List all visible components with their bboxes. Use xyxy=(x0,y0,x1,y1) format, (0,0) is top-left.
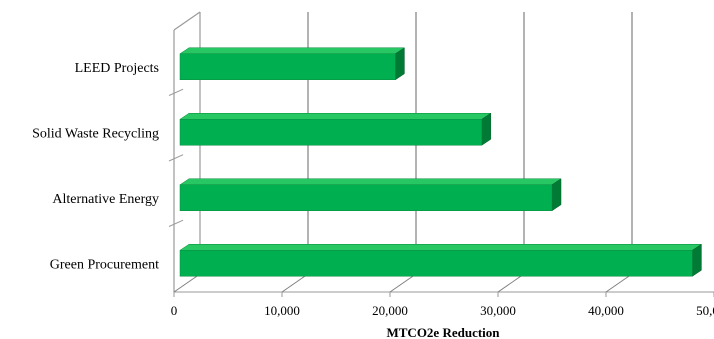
x-tick-label: 20,000 xyxy=(372,303,408,318)
wall-top-edge xyxy=(173,11,201,31)
bar-side-face xyxy=(692,243,702,277)
category-tick xyxy=(168,88,184,96)
x-tick-label: 0 xyxy=(171,303,178,318)
bar-front-face xyxy=(179,53,396,80)
bar-side-face xyxy=(551,178,562,212)
bar xyxy=(179,47,406,81)
floor-gridline xyxy=(389,273,417,293)
category-label: LEED Projects xyxy=(75,61,159,76)
category-tick xyxy=(168,154,184,162)
bar-top-face xyxy=(179,244,703,251)
bar xyxy=(179,178,562,212)
x-tick-label: 10,000 xyxy=(264,303,300,318)
category-labels: LEED Projects Solid Waste Recycling Altern… xyxy=(32,61,159,273)
bar-front-face xyxy=(179,119,483,146)
bar-side-face xyxy=(395,47,405,81)
category-label: Solid Waste Recycling xyxy=(32,126,159,141)
bar-front-face xyxy=(179,184,553,211)
bar-side-face xyxy=(481,112,492,146)
category-label: Alternative Energy xyxy=(52,192,159,207)
category-label: Green Procurement xyxy=(50,257,159,272)
x-tick-label: 50,000 xyxy=(696,303,714,318)
bar-top-face xyxy=(179,47,406,54)
floor-gridline xyxy=(173,273,201,293)
category-tick xyxy=(168,219,184,227)
bar xyxy=(179,243,703,277)
bar-top-face xyxy=(179,178,562,185)
x-axis-title: MTCO2e Reduction xyxy=(386,325,500,339)
bar-top-face xyxy=(179,113,492,120)
x-tick-label: 30,000 xyxy=(480,303,516,318)
floor-gridline xyxy=(497,273,525,293)
x-tick-label: 40,000 xyxy=(588,303,624,318)
x-tick-labels: 0 10,000 20,000 30,000 40,000 50,000 xyxy=(171,303,714,318)
bar xyxy=(179,112,492,146)
floor-gridline xyxy=(605,273,633,293)
bars xyxy=(179,47,703,277)
bar-front-face xyxy=(179,250,693,277)
floor-gridline xyxy=(281,273,309,293)
